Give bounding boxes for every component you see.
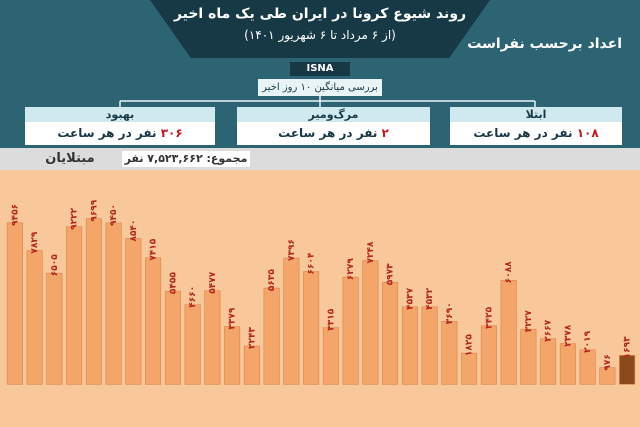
bar [559,343,576,385]
value-label: ۴۵۳۲ [425,287,435,309]
panel: ابتلا ۱۰۸ نفر در هر ساعت [450,107,622,145]
bar [342,276,359,385]
title-box: روند شیوع کرونا در ایران طی یک ماه اخیر … [150,0,490,58]
bar [125,238,142,385]
logo: ISNA [290,62,350,76]
panel-value: ۱۰۸ نفر در هر ساعت [450,122,622,145]
panel: بهبود ۳۰۶ نفر در هر ساعت [25,107,215,145]
bar [46,272,63,385]
value-label: ۱۶۹۳ [623,336,633,358]
value-label: ۷۲۴۸ [366,241,376,263]
bar [382,282,399,385]
value-label: ۲۳۷۸ [563,324,573,346]
value-label: ۹۷۶ [603,354,613,370]
bar [401,306,418,385]
bar [66,226,83,385]
value-label: ۳۳۷۹ [228,307,238,329]
panel-unit: نفر در هر ساعت [473,126,573,140]
bar [263,287,280,385]
bar [500,280,517,385]
title: روند شیوع کرونا در ایران طی یک ماه اخیر [173,6,467,22]
value-label: ۶۶۰۴ [307,252,317,274]
value-label: ۹۴۵۶ [10,204,20,226]
value-label: ۵۹۷۳ [386,263,396,285]
value-label: ۹۴۵۰ [109,204,119,226]
value-label: ۹۶۹۹ [89,199,99,221]
value-label: ۷۴۱۵ [149,238,159,260]
panel-number: ۳۰۶ [160,126,183,140]
bar [6,222,23,385]
bar [85,218,102,385]
bar [145,257,162,385]
value-label: ۲۲۴۳ [247,327,257,349]
value-label: ۴۶۶۰ [188,286,198,308]
connectors [119,96,536,107]
value-label: ۴۵۳۷ [405,287,415,309]
value-label: ۲۰۱۹ [583,330,593,352]
panel-unit: نفر در هر ساعت [57,126,157,140]
bar [283,257,300,385]
value-label: ۳۶۹۰ [445,302,455,324]
bar [619,355,636,385]
bar [26,250,43,385]
panel-label: بهبود [25,107,215,122]
bar [461,352,478,385]
panel-value: ۲ نفر در هر ساعت [237,122,430,145]
value-label: ۶۲۷۹ [346,258,356,280]
value-label: ۲۶۶۷ [544,319,554,341]
value-label: ۹۲۲۲ [70,207,80,229]
bar [204,290,221,385]
panel: مرگ‌ومیر ۲ نفر در هر ساعت [237,107,430,145]
bar [164,290,181,385]
subtitle: (از ۶ مرداد تا ۶ شهریور ۱۴۰۱) [244,28,396,42]
value-label: ۷۸۲۹ [30,231,40,253]
bar [421,306,438,385]
bar [105,222,122,385]
value-label: ۶۵۰۵ [50,254,60,276]
panel-value: ۳۰۶ نفر در هر ساعت [25,122,215,145]
bar [540,338,557,385]
value-label: ۷۳۹۶ [287,239,297,261]
value-label: ۵۴۵۵ [168,272,178,294]
value-label: ۳۴۲۵ [484,306,494,328]
panel-unit: نفر در هر ساعت [278,126,378,140]
chart: ۹۴۵۶ ۷۸۲۹ ۶۵۰۵ ۹۲۲۲ ۹۶۹۹ ۹۴۵۰ ۸۵۴۰ ۷۴۱۵ ۵۴۵۵ ۴۶۶۰… [0,170,640,427]
panel-number: ۱۰۸ [576,126,599,140]
value-label: ۳۲۲۷ [524,310,534,332]
chart-subtitle: مجموع: ۷,۵۲۳,۶۶۲ نفر [122,151,250,167]
panel-label: ابتلا [450,107,622,122]
summary-title: بررسی میانگین ۱۰ روز اخیر [258,79,382,96]
chart-title: مبتلایان [45,151,95,166]
value-label: ۱۸۲۵ [465,334,475,356]
bar [441,320,458,385]
bar [599,367,616,385]
value-label: ۳۳۱۵ [326,308,336,330]
bar [520,328,537,385]
bar [184,304,201,385]
bar [303,271,320,385]
bar [480,325,497,385]
bar [224,326,241,385]
value-label: ۵۶۳۵ [267,269,277,291]
bar [322,327,339,385]
panel-label: مرگ‌ومیر [237,107,430,122]
note: اعداد برحسب نفراست [467,36,622,52]
bar [243,345,260,385]
value-label: ۵۴۷۷ [208,271,218,293]
value-label: ۸۵۴۰ [129,219,139,241]
value-label: ۶۰۸۸ [504,261,514,283]
bar [579,349,596,385]
bar [362,260,379,385]
panel-number: ۲ [381,126,389,140]
